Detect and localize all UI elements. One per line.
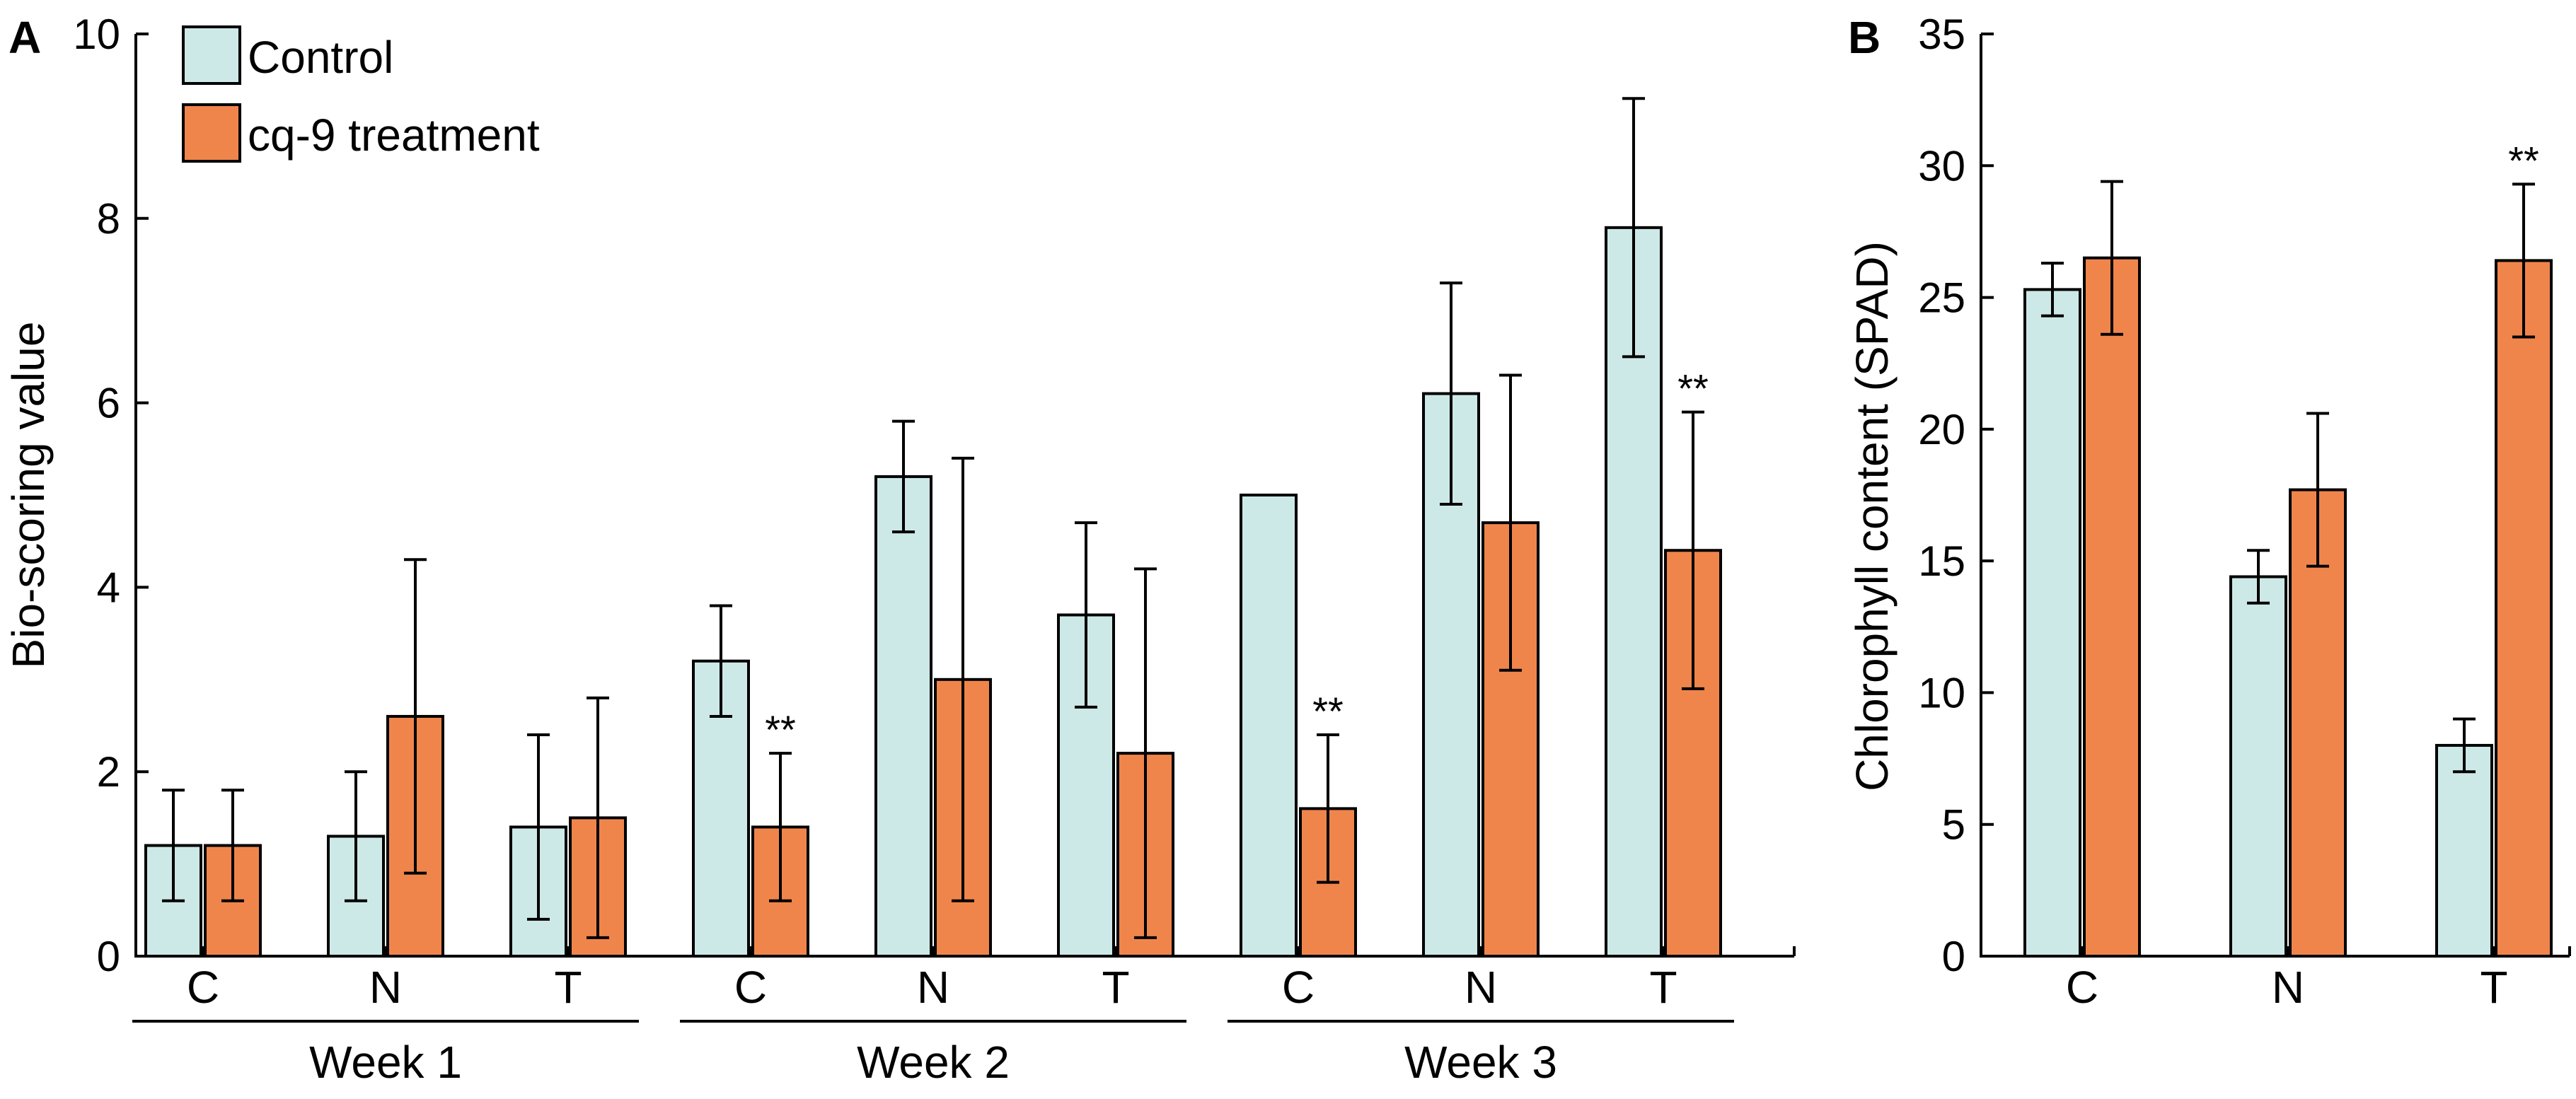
panel-b-y-axis-label: Chlorophyll content (SPAD) xyxy=(1847,241,1898,791)
panel-a-label: A xyxy=(8,12,41,63)
y-tick-label: 0 xyxy=(97,933,120,980)
y-tick-label: 5 xyxy=(1942,801,1965,849)
y-tick-label: 30 xyxy=(1918,142,1965,190)
bar-treatment xyxy=(2083,256,2141,958)
group-label: Week 2 xyxy=(857,1037,1010,1088)
category-label: T xyxy=(554,962,582,1013)
category-label: T xyxy=(1102,962,1129,1013)
bar-control xyxy=(1240,494,1298,958)
bar-control xyxy=(874,475,932,958)
y-tick-label: 10 xyxy=(73,11,120,58)
y-tick-label: 35 xyxy=(1918,11,1965,58)
panel-a-y-axis-label: Bio-scoring value xyxy=(3,322,54,669)
legend-label-treatment: cq-9 treatment xyxy=(248,110,540,161)
y-tick-label: 2 xyxy=(97,748,120,796)
category-label: N xyxy=(2272,962,2304,1013)
category-label: T xyxy=(2480,962,2507,1013)
panel-a-bars: ** ** ** xyxy=(144,97,1722,958)
legend-swatch-control xyxy=(182,25,241,85)
panel-b-y-ticks: 0 5 10 15 20 25 30 35 xyxy=(1918,11,2571,980)
y-tick-label: 8 xyxy=(97,195,120,243)
significance-marker: ** xyxy=(2508,138,2539,182)
panel-b-label: B xyxy=(1848,12,1881,63)
y-tick-label: 20 xyxy=(1918,406,1965,453)
y-tick-label: 4 xyxy=(97,564,120,611)
y-tick-label: 15 xyxy=(1918,537,1965,585)
bar-control xyxy=(2023,288,2081,958)
bar-control xyxy=(2435,743,2493,958)
group-label: Week 1 xyxy=(309,1037,462,1088)
y-tick-label: 10 xyxy=(1918,669,1965,716)
category-label: N xyxy=(369,962,402,1013)
category-label: C xyxy=(1282,962,1315,1013)
legend-swatch-treatment xyxy=(182,103,241,163)
group-label: Week 3 xyxy=(1404,1037,1557,1088)
significance-marker: ** xyxy=(765,707,796,752)
bar-treatment xyxy=(2495,259,2553,958)
y-tick-label: 6 xyxy=(97,380,120,427)
category-label: C xyxy=(734,962,767,1013)
significance-marker: ** xyxy=(1312,689,1344,733)
panel-a-group-labels: Week 1 Week 2 Week 3 xyxy=(132,1020,1734,1088)
bar-control xyxy=(2229,575,2287,958)
category-label: N xyxy=(917,962,949,1013)
panel-a-y-ticks: 0 2 4 6 8 10 xyxy=(73,11,1796,980)
category-label: C xyxy=(2066,962,2098,1013)
category-label: C xyxy=(187,962,219,1013)
y-tick-label: 25 xyxy=(1918,274,1965,322)
panel-b-bars: ** xyxy=(2023,138,2553,958)
y-tick-label: 0 xyxy=(1942,933,1965,980)
category-label: N xyxy=(1465,962,1497,1013)
significance-marker: ** xyxy=(1677,366,1709,411)
legend: Control cq-9 treatment xyxy=(182,25,540,163)
legend-label-control: Control xyxy=(248,32,393,83)
category-label: T xyxy=(1649,962,1677,1013)
